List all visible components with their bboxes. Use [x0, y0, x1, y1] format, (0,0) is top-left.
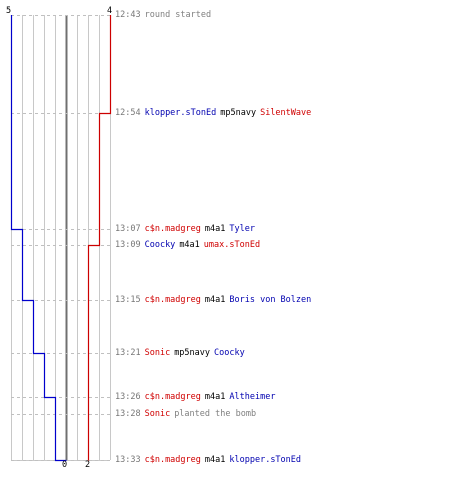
graph-grid	[11, 15, 111, 461]
ct-alive-line	[10, 15, 67, 462]
event-row: 13:09 Coocky m4a1 umax.sTonEd	[115, 239, 264, 251]
player-name: c$n.madgreg	[144, 224, 201, 234]
event-row: 13:33 c$n.madgreg m4a1 klopper.sTonEd	[115, 454, 305, 466]
event-time: 13:33	[115, 455, 141, 465]
player-name: c$n.madgreg	[144, 295, 201, 305]
player-name: Coocky	[144, 240, 176, 250]
weapon-name: mp5navy	[174, 348, 211, 358]
event-row: 13:15 c$n.madgreg m4a1 Boris von Bolzen	[115, 294, 315, 306]
weapon-name: m4a1	[204, 455, 226, 465]
weapon-name: mp5navy	[220, 108, 257, 118]
weapon-name: m4a1	[179, 240, 200, 250]
t-start-count-label: 4	[107, 6, 113, 16]
ct-end-count-label: 0	[62, 460, 68, 470]
player-name: Sonic	[144, 348, 171, 358]
t-alive-line	[87, 15, 112, 461]
event-row: 13:21 Sonic mp5navy Coocky	[115, 347, 249, 359]
player-name: c$n.madgreg	[144, 455, 201, 465]
weapon-name: m4a1	[204, 224, 226, 234]
event-time: 13:26	[115, 392, 141, 402]
event-time: 12:54	[115, 108, 141, 118]
event-time: 13:21	[115, 348, 141, 358]
event-row: 13:28 Sonic planted the bomb	[115, 408, 260, 420]
player-name: Sonic	[144, 409, 171, 419]
player-name: klopper.sTonEd	[229, 455, 302, 465]
weapon-name: m4a1	[204, 392, 226, 402]
player-name: c$n.madgreg	[144, 392, 201, 402]
event-time: 13:15	[115, 295, 141, 305]
player-name: klopper.sTonEd	[144, 108, 217, 118]
player-name: umax.sTonEd	[203, 240, 261, 250]
event-time: 12:43	[115, 10, 141, 20]
weapon-name: m4a1	[204, 295, 226, 305]
event-guide-lines	[11, 15, 112, 461]
event-row: 13:07 c$n.madgreg m4a1 Tyler	[115, 223, 259, 235]
player-name: Boris von Bolzen	[229, 295, 312, 305]
event-row: 12:43 round started	[115, 9, 215, 21]
event-time: 13:28	[115, 409, 141, 419]
team-lines	[10, 15, 112, 462]
event-row: 12:54 klopper.sTonEd mp5navy SilentWave	[115, 107, 315, 119]
event-text: planted the bomb	[174, 409, 257, 419]
ct-start-count-label: 5	[6, 6, 12, 16]
event-row: 13:26 c$n.madgreg m4a1 Altheimer	[115, 391, 279, 403]
event-text: round started	[144, 10, 212, 20]
player-name: Tyler	[229, 224, 255, 234]
player-name: Altheimer	[229, 392, 276, 402]
t-end-count-label: 2	[85, 460, 91, 470]
event-time: 13:09	[115, 240, 141, 250]
player-name: Coocky	[214, 348, 245, 358]
event-time: 13:07	[115, 224, 141, 234]
player-name: SilentWave	[260, 108, 312, 118]
